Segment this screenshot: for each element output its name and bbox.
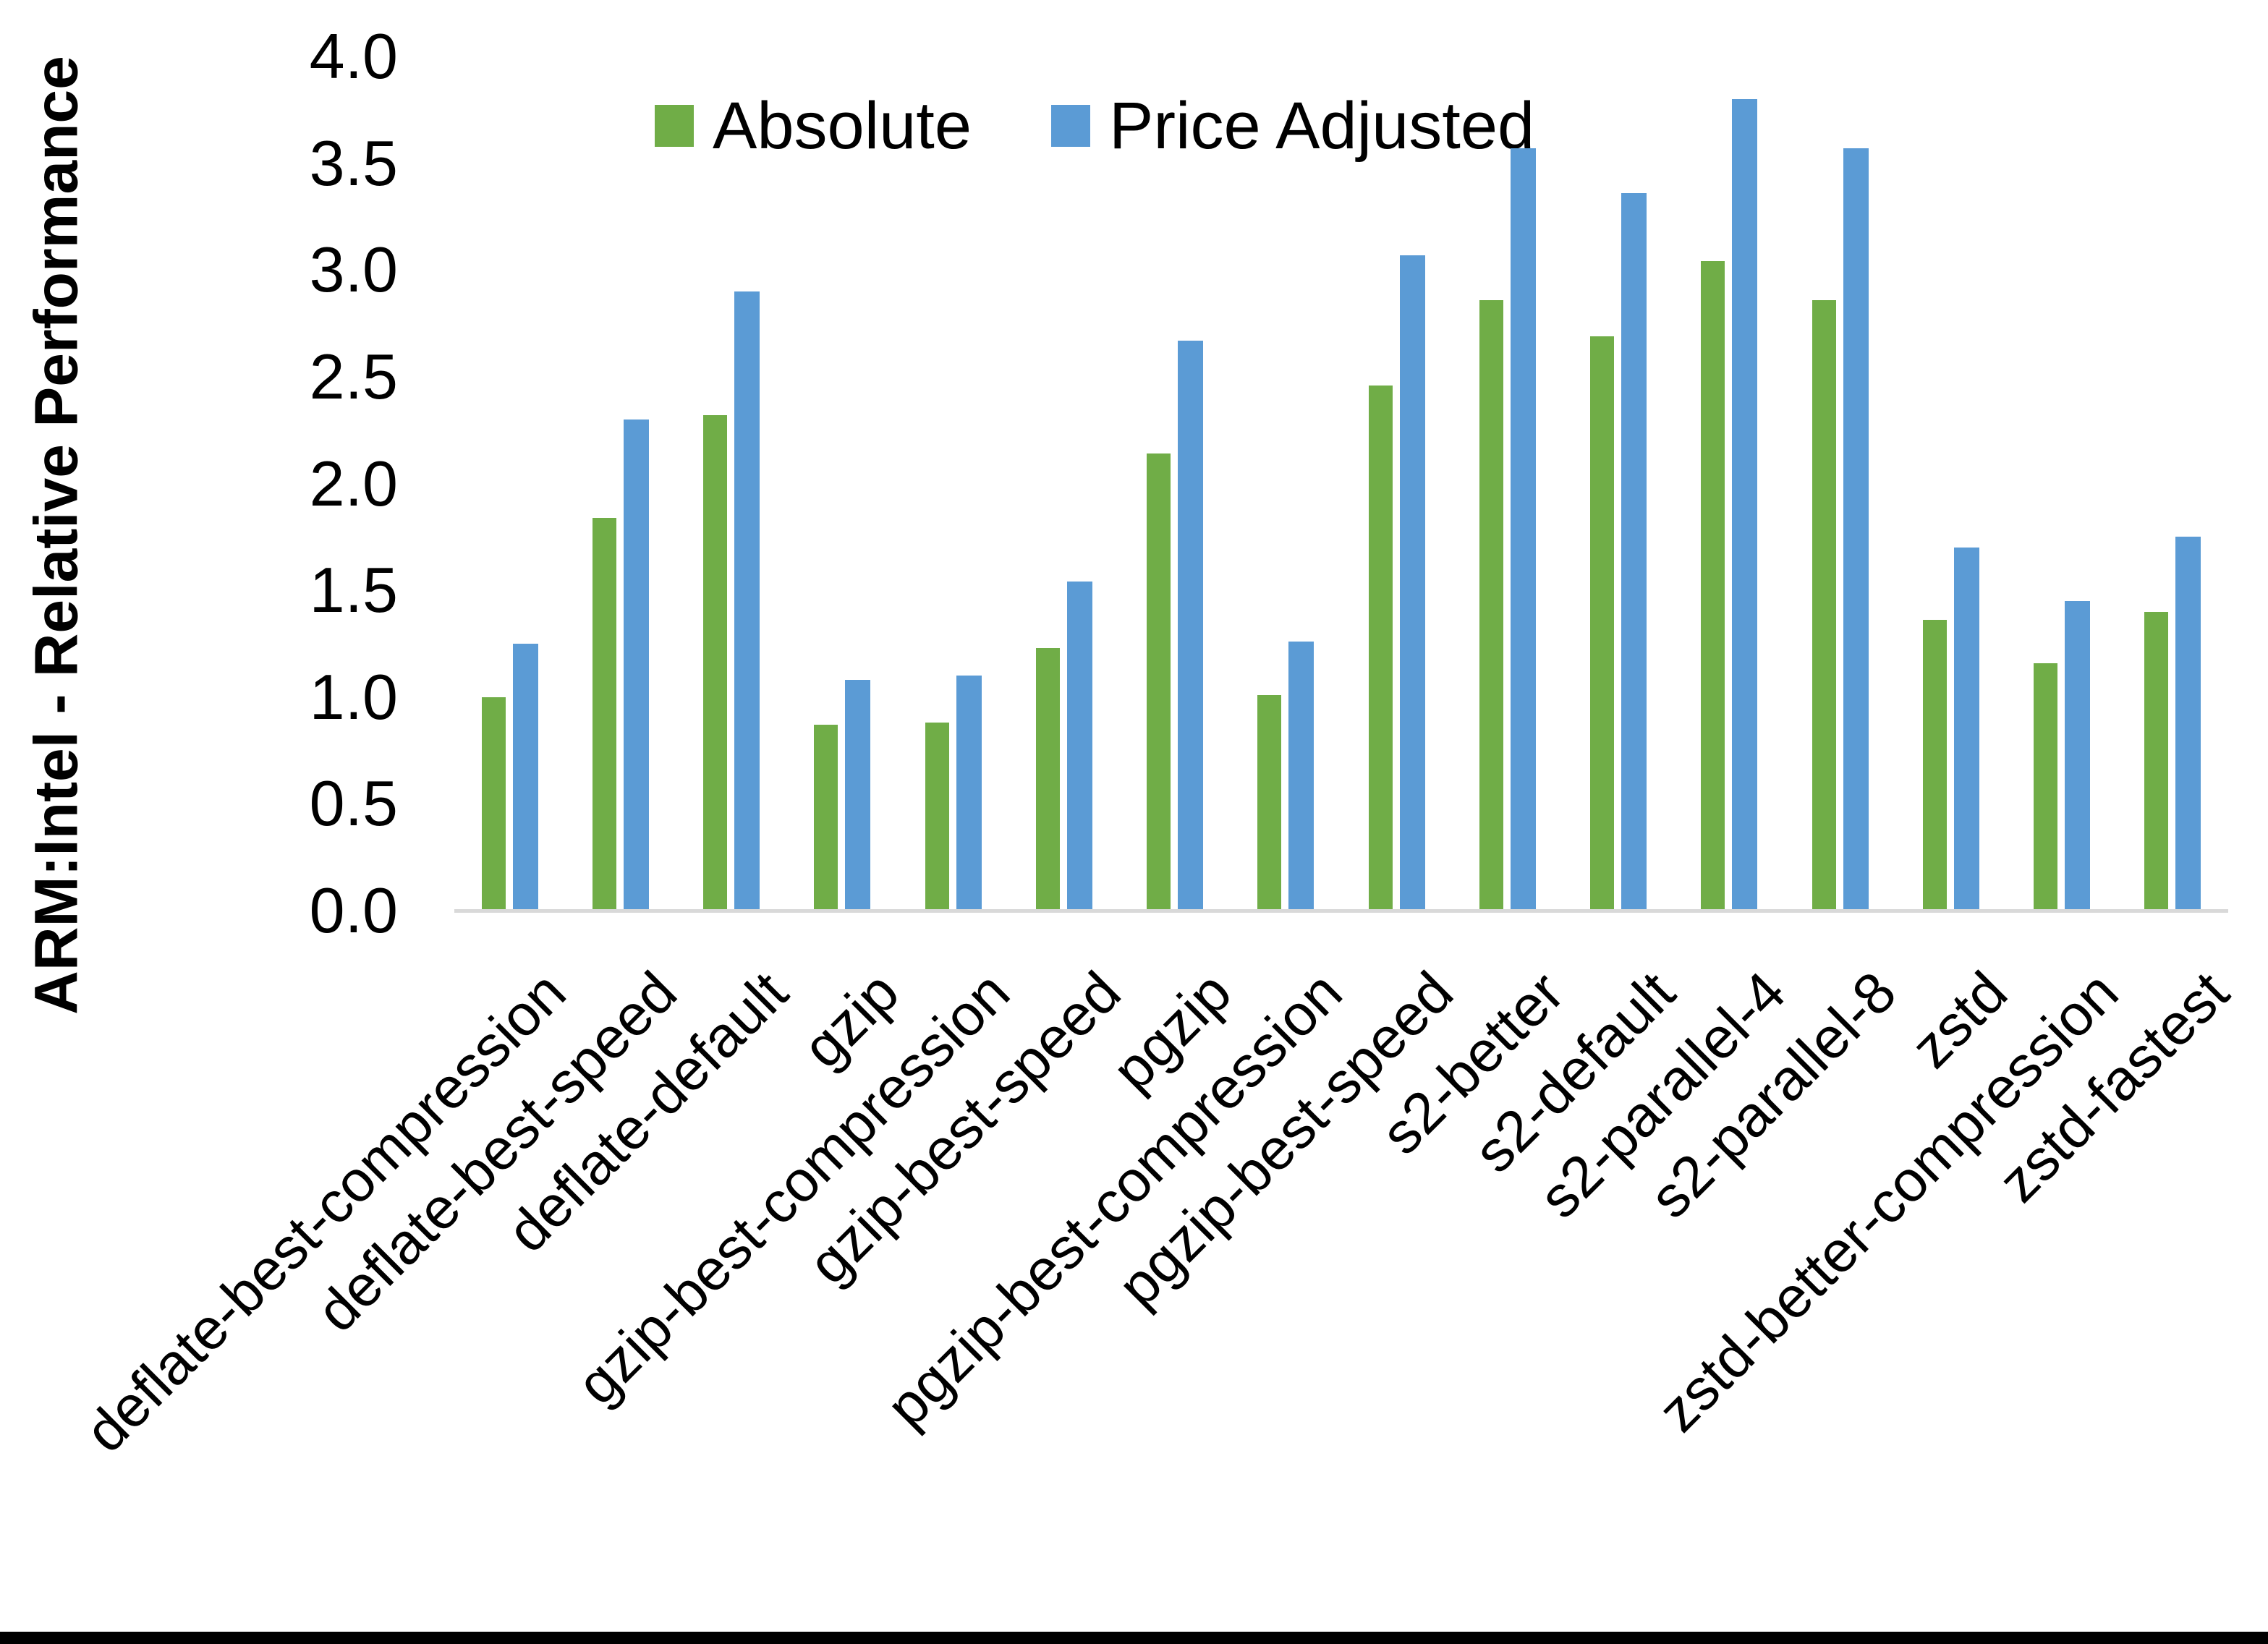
- bar-absolute-gzip-best-compression: [925, 723, 949, 911]
- y-tick-label-3.0: 3.0: [309, 234, 398, 306]
- bar-group-gzip: [787, 56, 898, 911]
- y-tick-label-1.5: 1.5: [309, 554, 398, 626]
- bar-group-deflate-default: [676, 56, 787, 911]
- bar-group-zstd-fastest: [2118, 56, 2228, 911]
- bar-group-pgzip-best-compression: [1231, 56, 1341, 911]
- y-tick-label-2.0: 2.0: [309, 447, 398, 519]
- bar-price-adjusted-s2-default: [1621, 192, 1647, 911]
- bar-absolute-pgzip: [1147, 453, 1171, 911]
- legend-label-price-adjusted: Price Adjusted: [1109, 89, 1535, 163]
- bar-absolute-pgzip-best-compression: [1257, 694, 1282, 911]
- bar-absolute-gzip: [814, 725, 838, 911]
- bar-price-adjusted-zstd-fastest: [2175, 537, 2201, 911]
- y-tick-label-1.0: 1.0: [309, 660, 398, 733]
- bar-group-gzip-best-speed: [1008, 56, 1119, 911]
- bar-price-adjusted-gzip: [845, 680, 871, 911]
- bar-group-pgzip: [1120, 56, 1231, 911]
- bottom-border-bar: [0, 1632, 2268, 1644]
- bar-price-adjusted-deflate-default: [734, 291, 760, 911]
- bar-group-deflate-best-compression: [454, 56, 565, 911]
- bar-absolute-s2-better: [1479, 299, 1503, 911]
- bar-price-adjusted-zstd-better-compression: [2065, 600, 2091, 911]
- bar-price-adjusted-s2-parallel-4: [1732, 99, 1758, 911]
- bar-group-gzip-best-compression: [898, 56, 1008, 911]
- bar-price-adjusted-deflate-best-speed: [623, 419, 649, 911]
- legend-label-absolute: Absolute: [713, 89, 972, 163]
- bar-price-adjusted-pgzip: [1178, 340, 1204, 911]
- bar-absolute-pgzip-best-speed: [1368, 385, 1393, 911]
- legend-item-absolute: Absolute: [655, 93, 972, 159]
- bar-absolute-s2-parallel-4: [1701, 261, 1725, 911]
- y-tick-label-0.0: 0.0: [309, 874, 398, 946]
- y-tick-label-3.5: 3.5: [309, 127, 398, 199]
- legend-swatch-price-adjusted: [1051, 105, 1091, 147]
- bar-group-s2-parallel-4: [1674, 56, 1785, 911]
- bar-group-s2-better: [1452, 56, 1563, 911]
- bar-price-adjusted-deflate-best-compression: [512, 643, 538, 911]
- bar-absolute-s2-default: [1590, 336, 1615, 911]
- y-tick-label-0.5: 0.5: [309, 767, 398, 840]
- bar-price-adjusted-s2-parallel-8: [1843, 148, 1869, 911]
- y-tick-label-4.0: 4.0: [309, 20, 398, 92]
- bar-price-adjusted-gzip-best-compression: [956, 676, 982, 911]
- bar-absolute-zstd-fastest: [2144, 611, 2169, 911]
- bar-group-pgzip-best-speed: [1341, 56, 1452, 911]
- bar-absolute-deflate-best-speed: [592, 517, 616, 911]
- legend: Absolute Price Adjusted: [655, 93, 1534, 159]
- bar-absolute-deflate-default: [703, 415, 728, 911]
- bar-price-adjusted-pgzip-best-compression: [1288, 642, 1314, 911]
- bar-absolute-zstd: [1922, 620, 1947, 911]
- bar-absolute-gzip-best-speed: [1035, 647, 1060, 911]
- legend-item-price-adjusted: Price Adjusted: [1051, 93, 1534, 159]
- bar-price-adjusted-s2-better: [1510, 148, 1536, 911]
- bar-group-zstd: [1895, 56, 2006, 911]
- bar-price-adjusted-zstd: [1953, 548, 1979, 911]
- x-axis-line: [454, 909, 2228, 913]
- bar-absolute-s2-parallel-8: [1812, 299, 1836, 911]
- bar-group-s2-default: [1563, 56, 1674, 911]
- y-tick-label-2.5: 2.5: [309, 340, 398, 412]
- bar-group-deflate-best-speed: [565, 56, 676, 911]
- bar-group-zstd-better-compression: [2007, 56, 2118, 911]
- bar-price-adjusted-pgzip-best-speed: [1399, 255, 1425, 911]
- bar-group-s2-parallel-8: [1785, 56, 1895, 911]
- bar-absolute-zstd-better-compression: [2034, 663, 2058, 911]
- legend-swatch-absolute: [655, 105, 694, 147]
- bar-price-adjusted-gzip-best-speed: [1066, 582, 1092, 911]
- bar-absolute-deflate-best-compression: [481, 697, 506, 911]
